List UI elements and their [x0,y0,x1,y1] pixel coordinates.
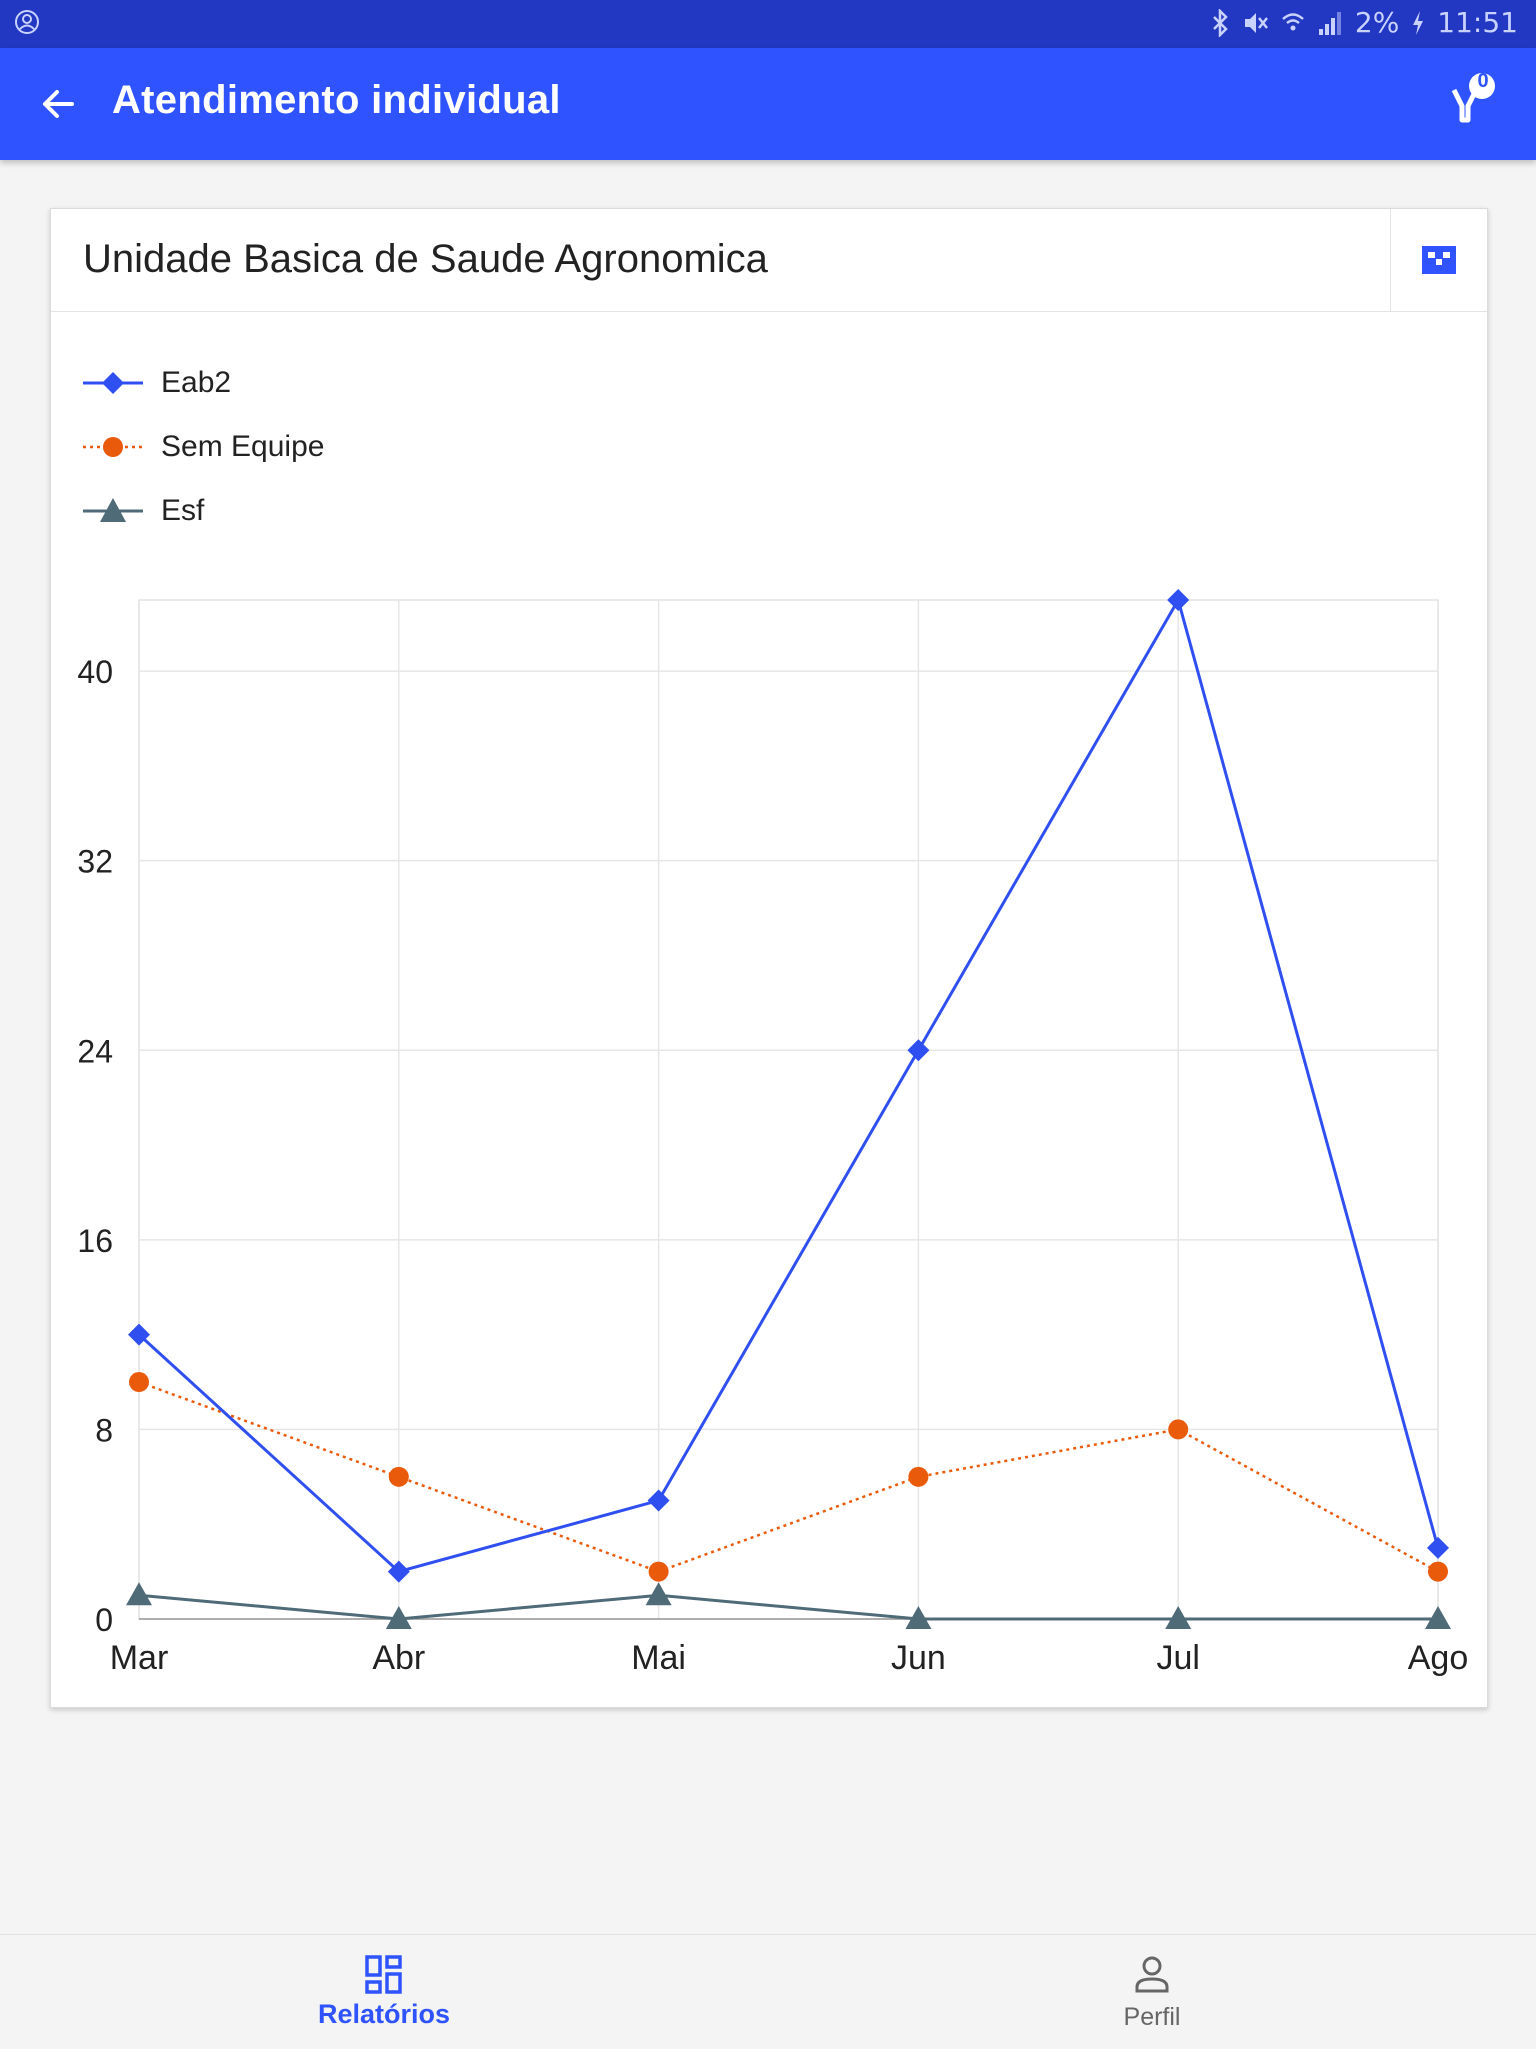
legend-label: Sem Equipe [161,430,325,463]
data-point-esf[interactable] [1425,1606,1451,1629]
back-button[interactable] [30,76,86,132]
data-point-eab2[interactable] [128,1323,150,1346]
legend-item-esf[interactable]: Esf [81,479,324,543]
circle-marker-icon [83,437,143,457]
triangle-marker-icon [83,498,143,522]
card-title: Unidade Basica de Saude Agronomica [83,237,768,281]
series-line-eab2 [137,596,1440,1574]
filter-icon [1451,73,1495,123]
card-header: Unidade Basica de Saude Agronomica [51,209,1487,312]
data-point-eab2[interactable] [387,1560,410,1583]
data-point-sem-equipe[interactable] [1428,1561,1448,1582]
status-bar: 2% 11:51 [0,0,1536,48]
y-tick-label: 0 [95,1602,113,1638]
x-tick-label: Abr [372,1639,425,1677]
data-point-sem-equipe[interactable] [908,1466,929,1487]
data-point-sem-equipe[interactable] [388,1466,409,1487]
person-icon [1135,1956,1169,1993]
wifi-icon [1282,12,1304,30]
legend-label: Esf [161,494,205,527]
nav-label: Relatórios [317,1999,451,2029]
data-point-sem-equipe[interactable] [648,1561,669,1582]
legend-item-sem-equipe[interactable]: Sem Equipe [81,415,324,479]
y-tick-label: 16 [77,1223,113,1259]
legend-label: Eab2 [161,366,232,399]
nav-item-reports[interactable]: Relatórios [0,1935,768,2049]
diamond-marker-icon [83,372,143,394]
x-tick-label: Mai [631,1639,686,1677]
nav-item-profile[interactable]: Perfil [768,1935,1536,2049]
plot-area [138,599,1439,1620]
filter-count-badge: 0 [1477,70,1489,92]
clock: 11:51 [1437,6,1518,39]
legend-item-eab2[interactable]: Eab2 [81,351,324,415]
data-point-esf[interactable] [645,1582,672,1606]
data-point-eab2[interactable] [1167,589,1190,611]
signal-icon [1318,11,1341,35]
data-point-esf[interactable] [1165,1606,1192,1629]
chart-card: Unidade Basica de Saude Agronomica Eab2 … [50,208,1488,1708]
y-tick-label: 32 [77,844,113,880]
app-bar: Atendimento individual 0 [0,48,1536,160]
data-point-esf[interactable] [905,1606,932,1629]
data-point-sem-equipe[interactable] [129,1372,149,1393]
table-view-icon [1422,246,1456,274]
series-line-sem-equipe [138,1380,1439,1573]
dashboard-icon [365,1955,402,1994]
y-tick-label: 24 [77,1033,113,1069]
series-line-esf [138,1593,1438,1621]
x-tick-label: Mar [110,1639,169,1677]
data-point-eab2[interactable] [647,1489,670,1512]
data-point-esf[interactable] [126,1582,152,1606]
line-chart: 0 8 16 24 32 40 Mar Abr Mai Jun Jul Ago [77,589,1469,1677]
data-point-sem-equipe[interactable] [1168,1419,1189,1440]
account-circle-icon [15,10,39,34]
nav-label: Perfil [1123,2003,1181,2031]
table-view-button[interactable] [1390,209,1487,311]
filter-button[interactable]: 0 [1436,68,1506,140]
mute-icon [1244,12,1268,33]
page-title: Atendimento individual [112,78,561,122]
y-tick-label: 40 [77,654,113,690]
battery-text: 2% [1354,6,1400,39]
x-tick-label: Ago [1408,1639,1469,1677]
battery-charging-icon [1413,10,1424,35]
data-point-eab2[interactable] [907,1039,930,1062]
x-tick-label: Jun [891,1639,946,1677]
x-tick-label: Jul [1156,1639,1199,1677]
y-tick-label: 8 [95,1412,113,1448]
bluetooth-icon [1212,8,1228,37]
bottom-navigation: Relatórios Perfil [0,1934,1536,2049]
arrow-back-icon [43,90,74,118]
chart-legend: Eab2 Sem Equipe Esf [81,351,324,543]
data-point-esf[interactable] [385,1606,412,1629]
data-point-eab2[interactable] [1427,1536,1449,1559]
